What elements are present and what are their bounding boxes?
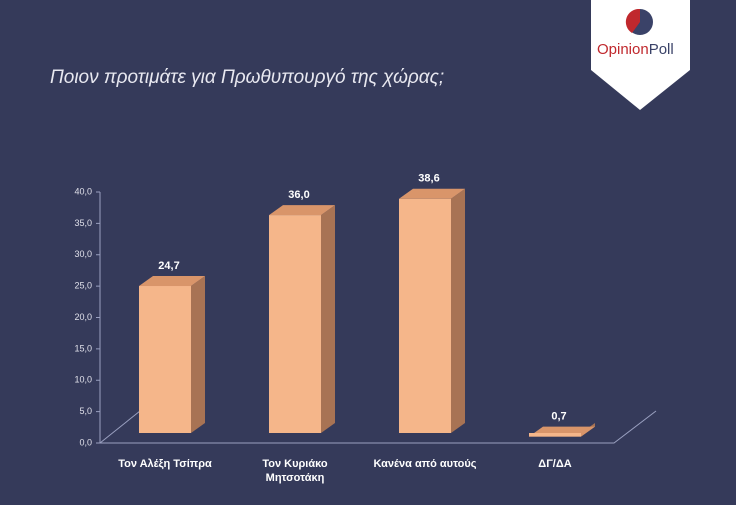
- x-tick-label: Κανένα από αυτούς: [373, 458, 477, 470]
- bar: [529, 433, 581, 437]
- logo-first: Opinion: [597, 41, 649, 58]
- value-label: 0,7: [551, 411, 566, 423]
- chart-title: Ποιον προτιμάτε για Πρωθυπουργό της χώρα…: [50, 67, 444, 88]
- logo-slice: [625, 8, 640, 33]
- bar-top: [399, 188, 465, 199]
- y-tick-label: 25,0: [74, 281, 92, 291]
- logo-text: OpinionPoll: [597, 41, 674, 58]
- y-tick-label: 35,0: [74, 218, 92, 228]
- bar: [399, 198, 451, 433]
- logo-second: Poll: [649, 41, 674, 58]
- y-tick-label: 20,0: [74, 312, 92, 322]
- y-tick-label: 0,0: [79, 437, 92, 447]
- y-tick-label: 30,0: [74, 249, 92, 259]
- value-label: 24,7: [158, 260, 179, 272]
- bar-top: [139, 276, 205, 287]
- logo-badge: [591, 0, 690, 110]
- bar-side: [321, 205, 335, 433]
- bar-side: [191, 276, 205, 433]
- bar: [139, 286, 191, 433]
- bar-top: [269, 205, 335, 216]
- x-tick-label: Τον Κυριάκο Μητσοτάκη: [262, 458, 328, 484]
- y-tick-label: 10,0: [74, 375, 92, 385]
- value-label: 38,6: [418, 173, 439, 185]
- floor-front: [100, 410, 657, 444]
- y-tick-label: 15,0: [74, 343, 92, 353]
- floor-left: [99, 410, 141, 444]
- bar-side: [451, 188, 465, 433]
- y-tick-label: 5,0: [79, 406, 92, 416]
- x-tick-label: ΔΓ/ΔΑ: [538, 458, 572, 470]
- y-tick-label: 40,0: [74, 186, 92, 196]
- value-label: 36,0: [288, 189, 309, 201]
- x-tick-label: Τον Αλέξη Τσίπρα: [118, 458, 212, 470]
- bar: [269, 215, 321, 433]
